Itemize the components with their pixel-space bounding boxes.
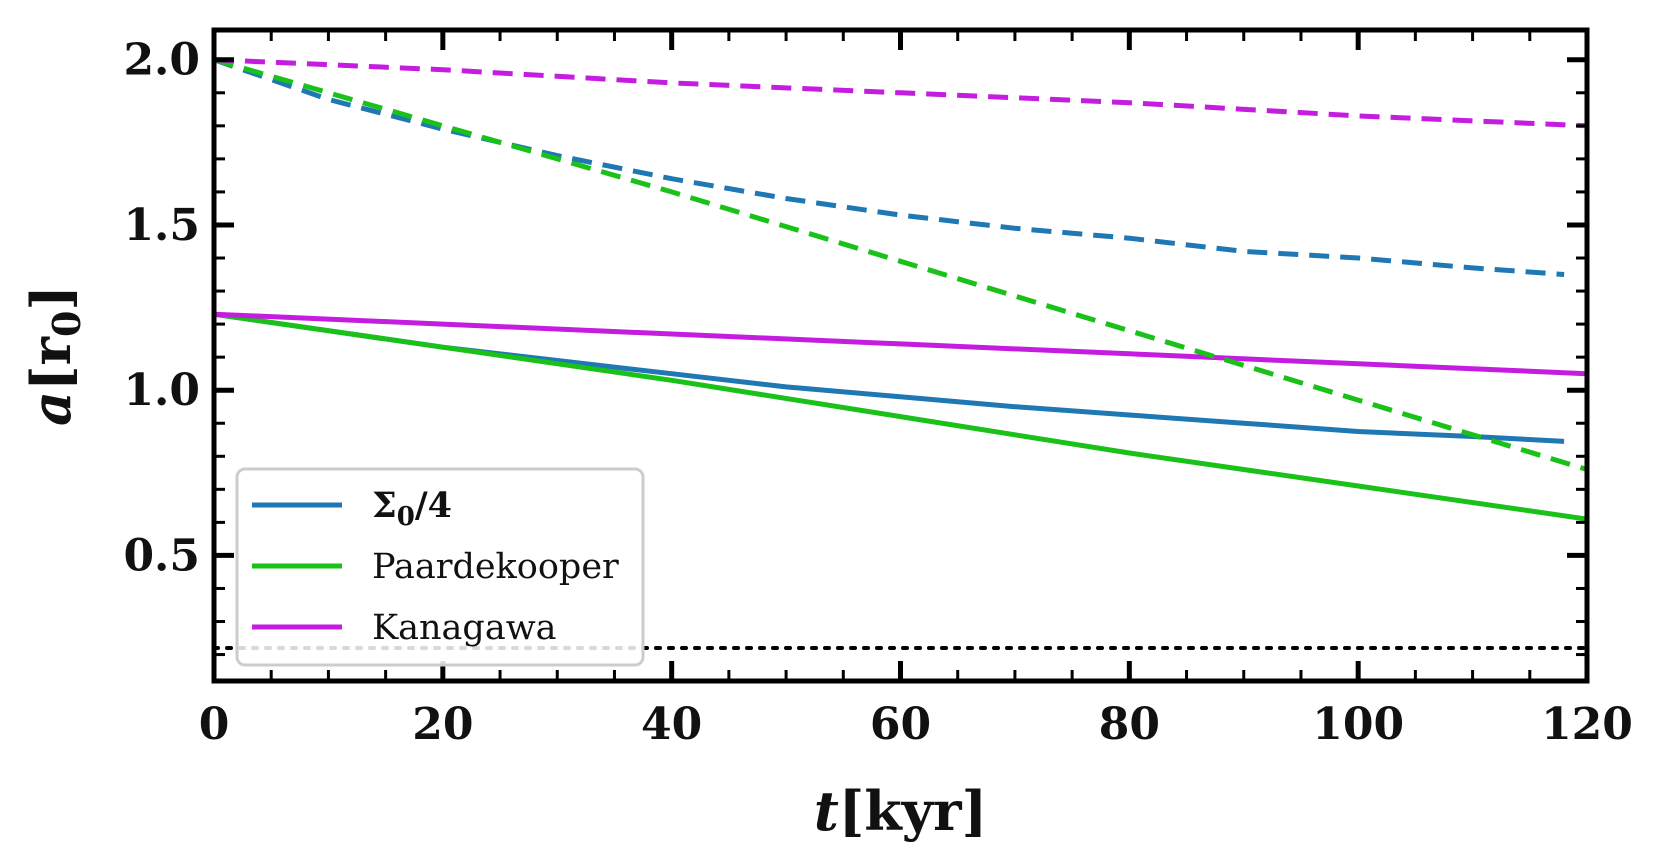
legend-label: Kanagawa: [372, 608, 557, 648]
legend: Σ0/4 Paardekooper Kanagawa: [235, 467, 645, 667]
legend-label: Paardekooper: [372, 547, 619, 587]
series-line-kanagawa-solid: [214, 311, 1587, 377]
y-tick-label: 2.0: [123, 35, 200, 86]
series-line-0-4-dashed-dashed: [214, 57, 1565, 277]
x-tick-label: 60: [870, 699, 931, 750]
x-tick-label: 40: [641, 699, 702, 750]
legend-label: Σ0/4: [372, 485, 452, 532]
y-tick-label: 0.5: [123, 530, 200, 581]
plot-area: [214, 57, 1587, 650]
x-tick-label: 80: [1099, 699, 1160, 750]
y-tick-label: 1.5: [123, 200, 200, 251]
series-line-paardekooper-dashed-dashed: [214, 57, 1587, 472]
x-tick-label: 120: [1541, 699, 1633, 750]
legend-box: [235, 467, 645, 667]
x-axis-label: t[kyr]: [814, 779, 987, 843]
x-tick-label: 0: [199, 699, 230, 750]
plot-frame: [211, 27, 1590, 684]
tick-labels: 0 20 40 60 80 100 120 0.5 1.0 1.5 2.0: [123, 35, 1632, 750]
y-tick-label: 1.0: [123, 365, 200, 416]
series-line-kanagawa-dashed-dashed: [214, 57, 1587, 129]
x-tick-label: 20: [412, 699, 473, 750]
x-tick-label: 100: [1312, 699, 1404, 750]
y-axis-label: a[r0]: [19, 285, 89, 426]
series-line-paardekooper-solid: [214, 311, 1587, 522]
